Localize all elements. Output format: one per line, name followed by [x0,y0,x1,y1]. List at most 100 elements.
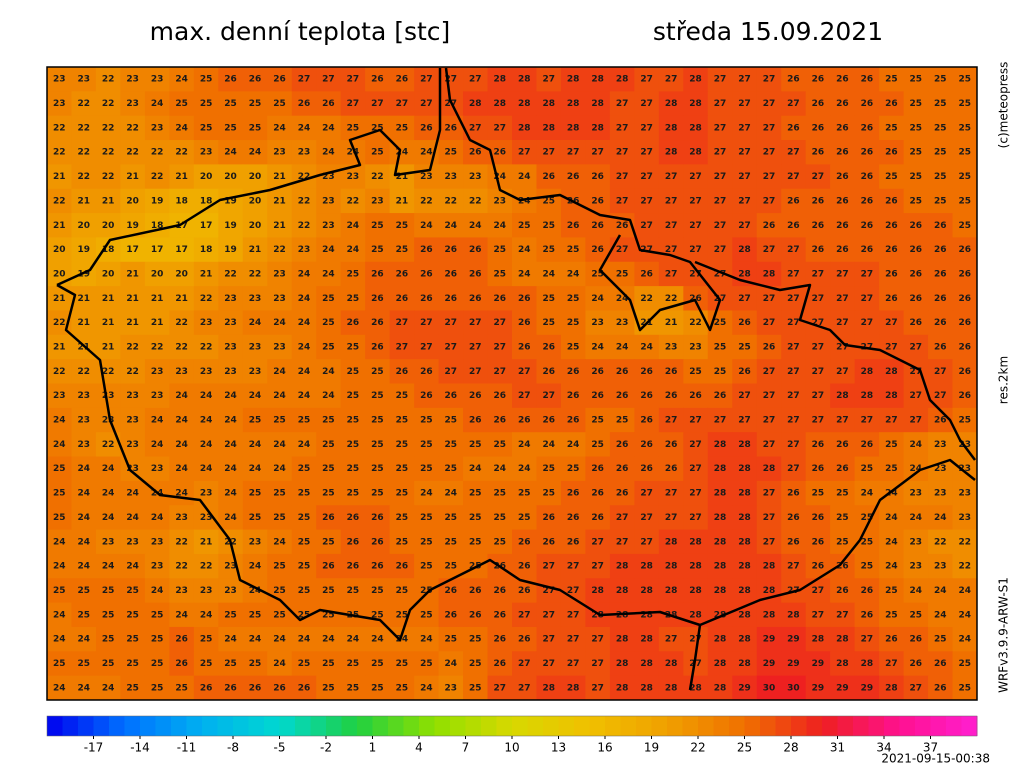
temperature-value: 24 [224,464,237,474]
colorbar-segment [171,716,187,736]
temperature-value: 24 [322,367,335,377]
colorbar-segment [403,716,420,736]
model-label: WRFv3.9.9-ARW-S1 [997,577,1011,693]
temperature-value: 26 [347,537,360,547]
temperature-cell [536,310,562,336]
temperature-value: 26 [518,562,531,572]
temperature-cell [365,432,391,458]
temperature-cell [830,407,856,433]
temperature-value: 23 [53,99,66,109]
temperature-value: 25 [396,537,409,547]
temperature-value: 26 [445,245,458,255]
temperature-cell [903,67,929,92]
temperature-value: 28 [714,464,727,474]
temperature-value: 23 [224,367,237,377]
temperature-value: 27 [738,221,751,231]
temperature-value: 26 [836,148,849,158]
temperature-value: 23 [273,342,286,352]
temperature-value: 28 [469,99,482,109]
temperature-cell [879,286,905,311]
temperature-cell [732,91,758,117]
temperature-value: 27 [836,269,849,279]
colorbar-tick-label: 1 [369,741,377,755]
colorbar-segment [899,716,916,736]
temperature-value: 27 [763,440,776,450]
temperature-value: 24 [542,269,555,279]
temperature-cell [169,480,195,506]
temperature-value: 26 [396,269,409,279]
temperature-cell [928,115,954,141]
temperature-cell [830,91,856,117]
temperature-cell [928,529,954,555]
temperature-value: 24 [273,464,286,474]
temperature-value: 24 [273,391,286,401]
temperature-cell [805,359,831,384]
temperature-value: 26 [591,245,604,255]
temperature-value: 23 [249,294,262,304]
temperature-cell [389,286,415,311]
temperature-value: 24 [273,318,286,328]
temperature-value: 26 [812,537,825,547]
temperature-value: 24 [469,464,482,474]
temperature-value: 23 [445,172,458,182]
temperature-cell [71,432,97,458]
temperature-cell [732,578,758,604]
temperature-value: 23 [934,489,947,499]
temperature-cell [316,602,342,628]
temperature-cell [585,432,611,458]
temperature-cell [854,359,880,384]
temperature-cell [291,213,317,238]
temperature-value: 26 [249,683,262,693]
temperature-value: 26 [836,221,849,231]
temperature-value: 19 [151,196,164,206]
temperature-cell [120,602,146,628]
temperature-value: 24 [518,269,531,279]
temperature-cell [756,334,782,360]
temperature-cell [928,188,954,214]
temperature-cell [732,626,758,652]
temperature-value: 24 [298,269,311,279]
temperature-cell [756,432,782,458]
temperature-cell [707,675,733,701]
temperature-value: 25 [249,659,262,669]
temperature-value: 25 [102,659,115,669]
temperature-value: 27 [812,294,825,304]
colorbar-segment [326,716,342,736]
temperature-value: 26 [812,440,825,450]
temperature-cell [658,164,684,190]
temperature-value: 27 [665,245,678,255]
temperature-value: 21 [396,196,409,206]
temperature-cell [732,67,758,92]
temperature-cell [316,164,342,190]
temperature-value: 28 [640,683,653,693]
temperature-cell [144,164,170,190]
temperature-cell [193,432,219,458]
colorbar-segment [47,716,63,736]
temperature-value: 24 [640,342,653,352]
temperature-cell [683,553,709,579]
temperature-cell [487,213,513,238]
temperature-cell [585,553,611,579]
temperature-cell [47,213,72,238]
temperature-cell [95,115,121,141]
temperature-value: 25 [396,221,409,231]
copyright-label: (c)meteopress [997,62,1011,149]
temperature-value: 25 [322,659,335,669]
temperature-value: 26 [836,99,849,109]
temperature-cell [805,529,831,555]
temperature-cell [120,480,146,506]
temperature-cell [267,91,293,117]
temperature-cell [830,505,856,531]
temperature-cell [854,115,880,141]
temperature-value: 27 [396,318,409,328]
temperature-cell [267,261,293,287]
temperature-value: 28 [763,586,776,596]
temperature-value: 23 [224,318,237,328]
temperature-cell [756,91,782,117]
temperature-value: 25 [616,269,629,279]
temperature-value: 26 [396,367,409,377]
temperature-value: 27 [665,221,678,231]
temperature-cell [340,188,366,214]
temperature-cell [47,334,72,360]
temperature-cell [438,359,464,384]
